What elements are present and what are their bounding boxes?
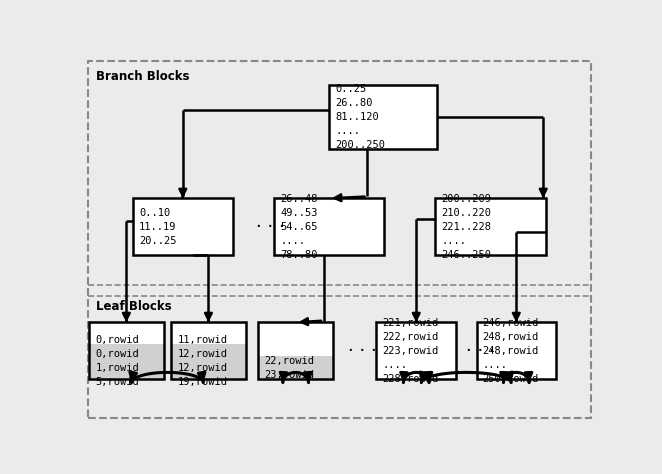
Bar: [329, 85, 437, 149]
Bar: [133, 198, 233, 255]
Bar: [89, 322, 164, 379]
Bar: [377, 322, 456, 379]
Text: Branch Blocks: Branch Blocks: [95, 70, 189, 82]
Bar: [258, 356, 333, 379]
Bar: [274, 198, 384, 255]
Bar: [258, 322, 333, 379]
Bar: [258, 322, 333, 379]
Text: 221,rowid
222,rowid
223,rowid
....
228,rowid: 221,rowid 222,rowid 223,rowid .... 228,r…: [383, 318, 439, 383]
Text: · · ·: · · ·: [466, 342, 495, 360]
Text: 26..48
49..53
54..65
....
78..80: 26..48 49..53 54..65 .... 78..80: [280, 193, 318, 260]
Text: 0..10
11..19
20..25: 0..10 11..19 20..25: [139, 208, 177, 246]
Text: 22,rowid
23,rowid: 22,rowid 23,rowid: [265, 356, 314, 380]
Bar: [377, 322, 456, 379]
Text: 11,rowid
12,rowid
12,rowid
19,rowid: 11,rowid 12,rowid 12,rowid 19,rowid: [177, 336, 228, 387]
Bar: [477, 322, 556, 379]
Text: · · ·: · · ·: [256, 218, 285, 236]
Bar: [89, 322, 164, 379]
Text: 0,rowid
0,rowid
1,rowid
5,rowid: 0,rowid 0,rowid 1,rowid 5,rowid: [95, 336, 139, 387]
Text: Leaf Blocks: Leaf Blocks: [95, 300, 171, 312]
Text: 200..209
210..220
221..228
....
246..250: 200..209 210..220 221..228 .... 246..250: [442, 193, 492, 260]
Bar: [171, 322, 246, 379]
Bar: [436, 198, 545, 255]
Bar: [477, 322, 556, 379]
Bar: [171, 344, 246, 379]
Text: · · ·: · · ·: [348, 342, 377, 360]
Bar: [89, 344, 164, 379]
Text: 246,rowid
248,rowid
248,rowid
....
250,rowid: 246,rowid 248,rowid 248,rowid .... 250,r…: [483, 318, 539, 383]
Bar: [171, 322, 246, 379]
Text: 0..25
26..80
81..120
....
200..250: 0..25 26..80 81..120 .... 200..250: [335, 84, 385, 150]
